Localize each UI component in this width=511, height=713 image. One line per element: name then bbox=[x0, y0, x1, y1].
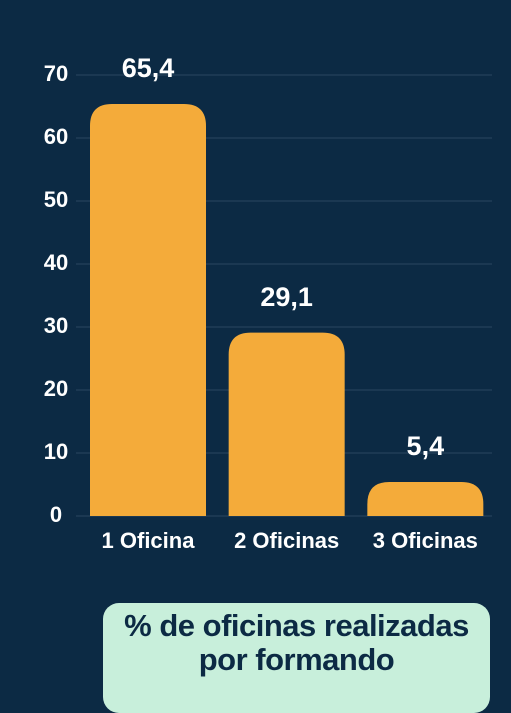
chart: 0 10 20 30 40 50 60 70 1 Oficina 65,4 2 Oficinas 29… bbox=[44, 53, 492, 553]
y-tick-label: 0 bbox=[50, 502, 62, 527]
bar bbox=[367, 481, 484, 516]
value-label: 65,4 bbox=[122, 53, 175, 83]
x-tick-label: 2 Oficinas bbox=[234, 528, 339, 553]
y-tick-label: 50 bbox=[44, 187, 68, 212]
bar bbox=[90, 103, 206, 516]
y-tick-label: 20 bbox=[44, 376, 68, 401]
page: 0 10 20 30 40 50 60 70 1 Oficina 65,4 2 Oficinas 29… bbox=[43, 53, 492, 713]
y-tick-label: 40 bbox=[44, 250, 68, 275]
value-label: 29,1 bbox=[260, 282, 313, 312]
x-tick-label: 1 Oficina bbox=[102, 528, 196, 553]
y-tick-label: 10 bbox=[44, 439, 68, 464]
y-tick-label: 70 bbox=[44, 61, 68, 86]
value-label: 5,4 bbox=[407, 431, 445, 461]
chart-title: % de oficinas realizadas por formando bbox=[103, 603, 490, 713]
x-tick-label: 3 Oficinas bbox=[373, 528, 478, 553]
y-tick-label: 60 bbox=[44, 124, 68, 149]
bar bbox=[228, 332, 345, 516]
y-tick-label: 30 bbox=[44, 313, 68, 338]
